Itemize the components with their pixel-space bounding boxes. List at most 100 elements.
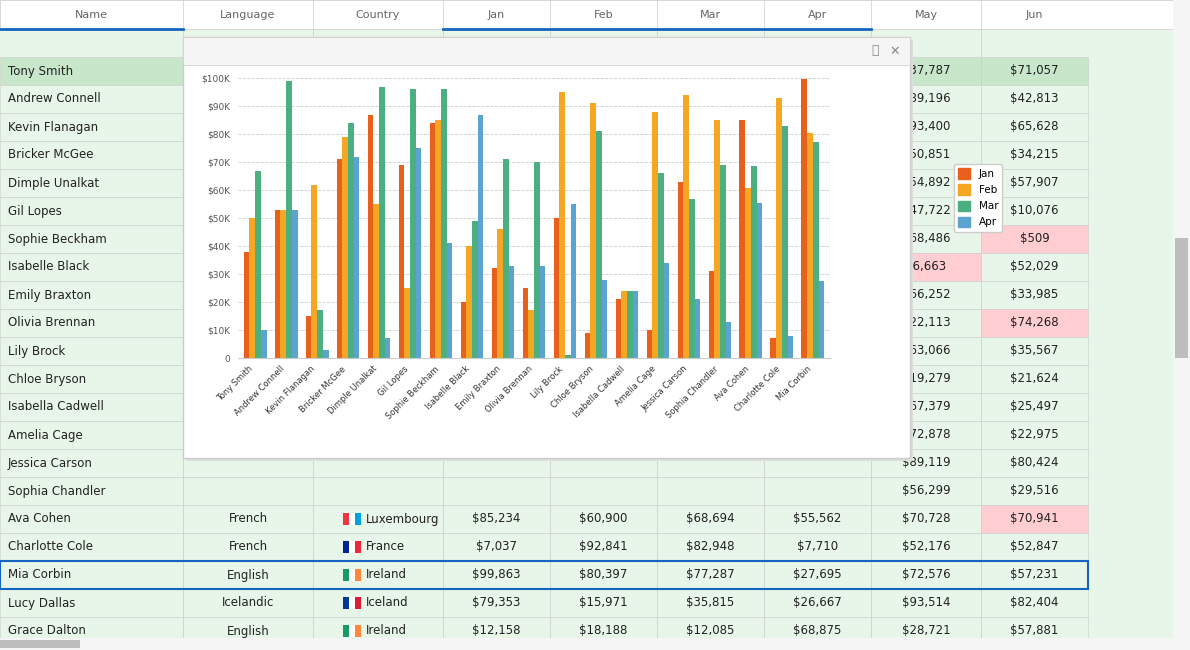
Bar bbox=[764, 169, 871, 197]
Bar bbox=[313, 477, 443, 505]
Text: $54,892: $54,892 bbox=[902, 177, 951, 190]
Text: $82,404: $82,404 bbox=[1010, 597, 1059, 610]
Bar bbox=[871, 561, 981, 589]
Bar bbox=[313, 169, 443, 197]
Text: Dimple Unalkat: Dimple Unalkat bbox=[8, 177, 99, 190]
Bar bbox=[550, 589, 657, 617]
Bar bbox=[443, 477, 550, 505]
Bar bbox=[0, 0, 1173, 29]
Text: $68,486: $68,486 bbox=[902, 233, 951, 246]
Bar bbox=[657, 141, 764, 169]
Bar bbox=[349, 541, 355, 553]
Bar bbox=[443, 561, 550, 589]
Bar bbox=[871, 337, 981, 365]
Text: Feb: Feb bbox=[594, 10, 613, 20]
Bar bbox=[250, 218, 255, 358]
Bar bbox=[981, 225, 1088, 253]
Bar bbox=[183, 309, 313, 337]
Bar bbox=[183, 561, 313, 589]
Bar bbox=[183, 169, 313, 197]
Bar bbox=[550, 113, 657, 141]
Text: $74,268: $74,268 bbox=[1010, 317, 1059, 330]
Text: ✕: ✕ bbox=[890, 44, 901, 57]
Bar bbox=[399, 165, 405, 358]
Bar bbox=[0, 393, 183, 421]
Bar bbox=[313, 617, 443, 645]
Bar bbox=[764, 57, 871, 85]
Text: $37,787: $37,787 bbox=[902, 64, 951, 77]
Text: $18,188: $18,188 bbox=[580, 625, 627, 638]
Text: $10,076: $10,076 bbox=[1010, 205, 1059, 218]
Bar bbox=[871, 141, 981, 169]
Text: Bricker McGee: Bricker McGee bbox=[8, 148, 94, 161]
Bar bbox=[313, 57, 443, 85]
Text: Luxembourg: Luxembourg bbox=[367, 512, 439, 525]
Bar bbox=[0, 638, 1173, 650]
Bar bbox=[443, 253, 550, 281]
Bar bbox=[751, 166, 757, 358]
Text: Andrew Connell: Andrew Connell bbox=[8, 92, 101, 105]
Text: $80,424: $80,424 bbox=[1010, 456, 1059, 469]
Bar bbox=[764, 421, 871, 449]
Bar bbox=[981, 309, 1088, 337]
Bar bbox=[183, 337, 313, 365]
Bar bbox=[292, 210, 298, 358]
Bar bbox=[664, 263, 670, 358]
Text: $68,694: $68,694 bbox=[687, 512, 734, 525]
Text: Mia Corbin: Mia Corbin bbox=[8, 569, 71, 582]
Bar bbox=[981, 337, 1088, 365]
Bar bbox=[745, 188, 751, 358]
Bar bbox=[183, 113, 313, 141]
Bar bbox=[764, 337, 871, 365]
Bar bbox=[657, 253, 764, 281]
Bar bbox=[313, 505, 443, 533]
Bar bbox=[657, 505, 764, 533]
Bar bbox=[183, 253, 313, 281]
Bar bbox=[657, 561, 764, 589]
Bar bbox=[788, 337, 794, 358]
Bar bbox=[313, 365, 443, 393]
Bar bbox=[981, 281, 1088, 309]
Bar bbox=[443, 197, 550, 225]
Bar bbox=[0, 617, 183, 645]
Text: $85,234: $85,234 bbox=[472, 512, 521, 525]
Bar bbox=[0, 85, 183, 113]
Bar bbox=[0, 57, 183, 85]
Bar bbox=[764, 365, 871, 393]
Bar bbox=[657, 617, 764, 645]
Bar bbox=[565, 355, 571, 358]
Text: May: May bbox=[914, 10, 938, 20]
Bar bbox=[313, 225, 443, 253]
Bar bbox=[0, 365, 183, 393]
Text: $57,881: $57,881 bbox=[1010, 625, 1059, 638]
Text: $42,813: $42,813 bbox=[1010, 92, 1059, 105]
Text: Mar: Mar bbox=[700, 10, 721, 20]
Bar bbox=[443, 309, 550, 337]
Bar bbox=[0, 561, 183, 589]
Text: $93,400: $93,400 bbox=[902, 120, 950, 133]
Text: $22,975: $22,975 bbox=[1010, 428, 1059, 441]
Bar bbox=[443, 141, 550, 169]
Text: English: English bbox=[226, 569, 269, 582]
Bar bbox=[871, 57, 981, 85]
Bar bbox=[981, 477, 1088, 505]
Bar bbox=[0, 477, 183, 505]
Text: Name: Name bbox=[75, 10, 108, 20]
Bar bbox=[871, 197, 981, 225]
Bar bbox=[764, 477, 871, 505]
Bar bbox=[183, 421, 313, 449]
Bar bbox=[550, 57, 657, 85]
Bar bbox=[871, 477, 981, 505]
Bar bbox=[355, 597, 361, 609]
Bar bbox=[633, 291, 639, 358]
Bar bbox=[355, 569, 361, 581]
Bar bbox=[559, 92, 565, 358]
Bar bbox=[343, 625, 349, 637]
Bar bbox=[343, 137, 347, 358]
Bar bbox=[186, 40, 913, 461]
Bar bbox=[550, 253, 657, 281]
Bar bbox=[657, 589, 764, 617]
Bar bbox=[584, 333, 590, 358]
Bar bbox=[443, 57, 550, 85]
Bar bbox=[183, 533, 313, 561]
